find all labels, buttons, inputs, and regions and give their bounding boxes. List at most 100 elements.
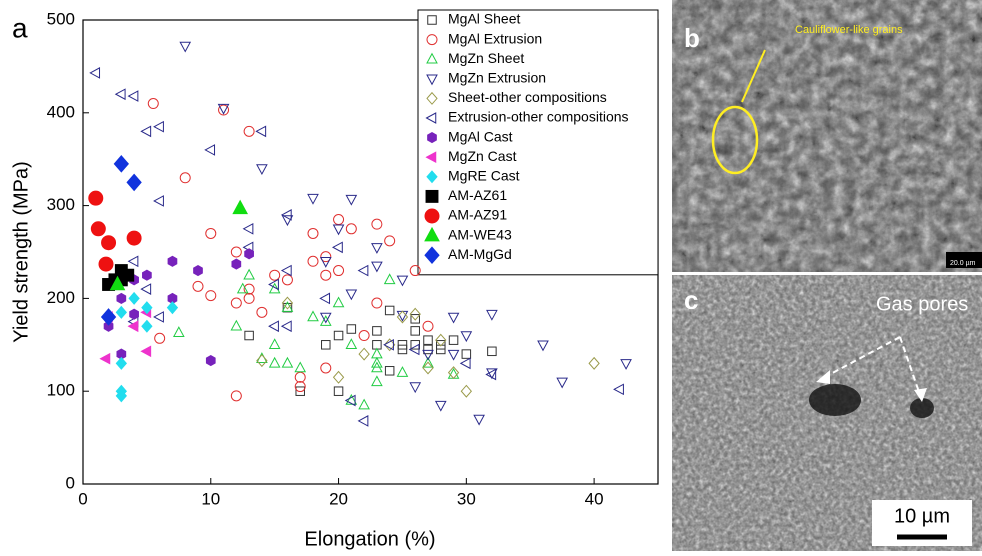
point: [333, 386, 344, 396]
y-tick-label: 100: [47, 381, 75, 400]
point: [294, 361, 307, 373]
point: [242, 222, 254, 235]
point: [172, 326, 185, 337]
point: [153, 195, 164, 207]
point: [153, 311, 164, 323]
point: [269, 269, 281, 281]
point: [126, 230, 142, 246]
point: [140, 125, 152, 138]
legend-label: MgAl Extrusion: [448, 30, 542, 46]
point: [268, 338, 281, 350]
point: [294, 371, 306, 383]
point: [409, 265, 421, 277]
y-axis-label: Yield strength (MPa): [10, 161, 32, 343]
point: [147, 98, 159, 110]
point: [357, 415, 369, 427]
point: [281, 356, 294, 368]
point: [345, 223, 357, 235]
y-tick-label: 300: [47, 195, 75, 214]
point: [129, 308, 139, 320]
legend-marker: [426, 170, 438, 184]
point: [333, 330, 344, 341]
point: [396, 310, 409, 324]
point: [332, 296, 345, 308]
point: [410, 314, 420, 324]
point: [115, 389, 127, 403]
x-tick-label: 30: [457, 489, 476, 508]
point: [244, 248, 254, 260]
point: [459, 357, 471, 370]
point: [204, 144, 216, 156]
legend-marker: [427, 132, 437, 144]
point: [486, 368, 498, 380]
point: [126, 173, 142, 192]
point: [556, 377, 569, 389]
point: [231, 258, 242, 270]
arrowhead: [816, 370, 830, 384]
legend-box: [417, 9, 659, 276]
point: [332, 224, 345, 236]
legend-marker: [424, 226, 440, 242]
point: [371, 375, 383, 387]
panel-label: b: [684, 23, 700, 53]
point: [345, 338, 358, 350]
point: [588, 356, 600, 370]
point: [90, 221, 106, 237]
point: [344, 394, 356, 407]
legend-label: AM-MgGd: [448, 246, 512, 262]
legend-label: MgRE Cast: [448, 168, 520, 184]
point: [358, 398, 370, 410]
point: [179, 41, 192, 53]
point: [116, 292, 127, 304]
point: [319, 257, 332, 268]
legend-marker: [426, 91, 438, 105]
point: [230, 246, 242, 258]
point: [121, 268, 135, 282]
point: [217, 103, 230, 115]
pore: [809, 384, 861, 416]
scale-label: 20.0 µm: [950, 260, 976, 267]
point: [281, 215, 294, 227]
point: [423, 344, 433, 355]
point: [487, 346, 497, 357]
legend-marker: [424, 246, 440, 265]
point: [460, 384, 472, 398]
point: [89, 67, 101, 79]
panel-label: a: [12, 12, 28, 43]
point: [345, 393, 358, 405]
point: [127, 320, 139, 333]
annotation: Gas pores: [876, 293, 968, 315]
legend-marker: [426, 52, 438, 64]
point: [383, 338, 394, 351]
highlight-ellipse: [711, 105, 759, 175]
pore: [910, 398, 934, 418]
point: [410, 326, 420, 336]
point: [218, 104, 230, 116]
point: [345, 194, 358, 206]
legend-marker: [425, 112, 437, 124]
point: [319, 315, 332, 326]
point: [461, 349, 472, 359]
legend-marker: [426, 74, 438, 86]
point: [346, 324, 357, 334]
point: [243, 268, 255, 280]
point: [447, 349, 460, 361]
point: [333, 265, 345, 277]
point: [409, 307, 421, 321]
point: [294, 381, 306, 393]
point: [307, 193, 319, 205]
y-tick-label: 200: [47, 288, 75, 307]
point: [320, 269, 332, 281]
point: [244, 330, 254, 341]
point: [140, 283, 152, 295]
arrow: [741, 49, 766, 103]
scale-label: 10 µm: [894, 505, 950, 527]
point: [268, 356, 281, 368]
point: [384, 235, 396, 247]
point: [396, 275, 409, 287]
point: [371, 297, 383, 309]
point: [268, 320, 279, 333]
point: [114, 88, 126, 101]
point: [357, 264, 369, 277]
